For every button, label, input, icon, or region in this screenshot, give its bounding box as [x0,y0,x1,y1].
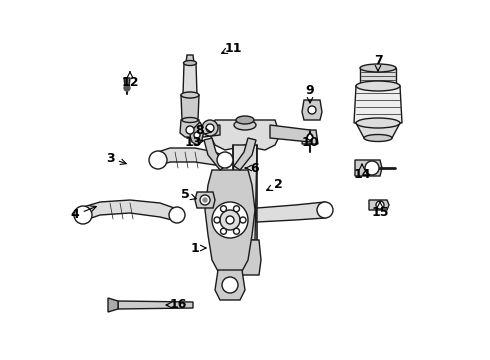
Ellipse shape [183,93,196,98]
Polygon shape [205,170,255,275]
Circle shape [234,206,240,212]
Circle shape [226,216,234,224]
Polygon shape [257,202,325,222]
Circle shape [222,277,238,293]
Ellipse shape [360,82,396,90]
Polygon shape [204,138,226,170]
Polygon shape [215,270,245,300]
Text: 1: 1 [191,242,199,255]
Circle shape [74,206,92,224]
Polygon shape [183,63,197,95]
Circle shape [202,120,218,136]
Text: 14: 14 [353,168,371,181]
Polygon shape [360,68,396,86]
Circle shape [212,202,248,238]
Polygon shape [195,192,215,208]
Circle shape [220,210,240,230]
Polygon shape [155,148,228,168]
Ellipse shape [364,135,392,141]
Circle shape [203,198,207,202]
Text: 12: 12 [121,76,139,89]
Text: 11: 11 [224,41,242,54]
Text: 3: 3 [106,152,114,165]
Polygon shape [190,122,204,145]
Polygon shape [354,86,402,123]
Ellipse shape [356,118,400,128]
Polygon shape [234,138,256,170]
Circle shape [220,206,226,212]
Circle shape [214,217,220,223]
Polygon shape [270,125,310,142]
Text: 4: 4 [71,208,79,221]
Text: 7: 7 [374,54,382,67]
Text: 9: 9 [306,84,314,96]
Ellipse shape [183,60,196,66]
Text: 2: 2 [273,179,282,192]
Circle shape [194,132,200,138]
Circle shape [124,85,130,91]
Circle shape [217,152,233,168]
Circle shape [240,217,246,223]
Polygon shape [369,200,389,210]
Ellipse shape [234,120,256,130]
Ellipse shape [182,117,198,122]
Circle shape [317,202,333,218]
Polygon shape [80,200,180,222]
Polygon shape [302,130,318,144]
Text: 8: 8 [196,123,204,136]
Text: 13: 13 [184,136,202,149]
Circle shape [149,151,167,169]
Text: 10: 10 [301,135,319,148]
Circle shape [186,126,194,134]
Text: 16: 16 [170,298,187,311]
Ellipse shape [356,81,400,91]
Polygon shape [180,120,200,137]
Text: 15: 15 [371,206,389,219]
Circle shape [220,228,226,234]
Polygon shape [233,145,257,240]
Circle shape [308,106,316,114]
Ellipse shape [360,64,396,72]
Polygon shape [124,78,130,86]
Circle shape [234,228,240,234]
Polygon shape [181,95,199,120]
Circle shape [206,124,214,132]
Text: 6: 6 [251,162,259,175]
Polygon shape [229,240,261,275]
Polygon shape [108,298,118,312]
Polygon shape [355,160,382,176]
Circle shape [200,195,210,205]
Circle shape [169,207,185,223]
Ellipse shape [236,116,254,124]
Polygon shape [195,125,220,138]
Polygon shape [210,120,280,150]
Polygon shape [302,100,322,120]
Circle shape [307,134,313,140]
Ellipse shape [181,92,199,98]
Text: 5: 5 [181,189,189,202]
Polygon shape [356,123,400,138]
Polygon shape [186,55,194,63]
Circle shape [376,201,384,209]
Circle shape [365,161,379,175]
Polygon shape [118,301,193,309]
